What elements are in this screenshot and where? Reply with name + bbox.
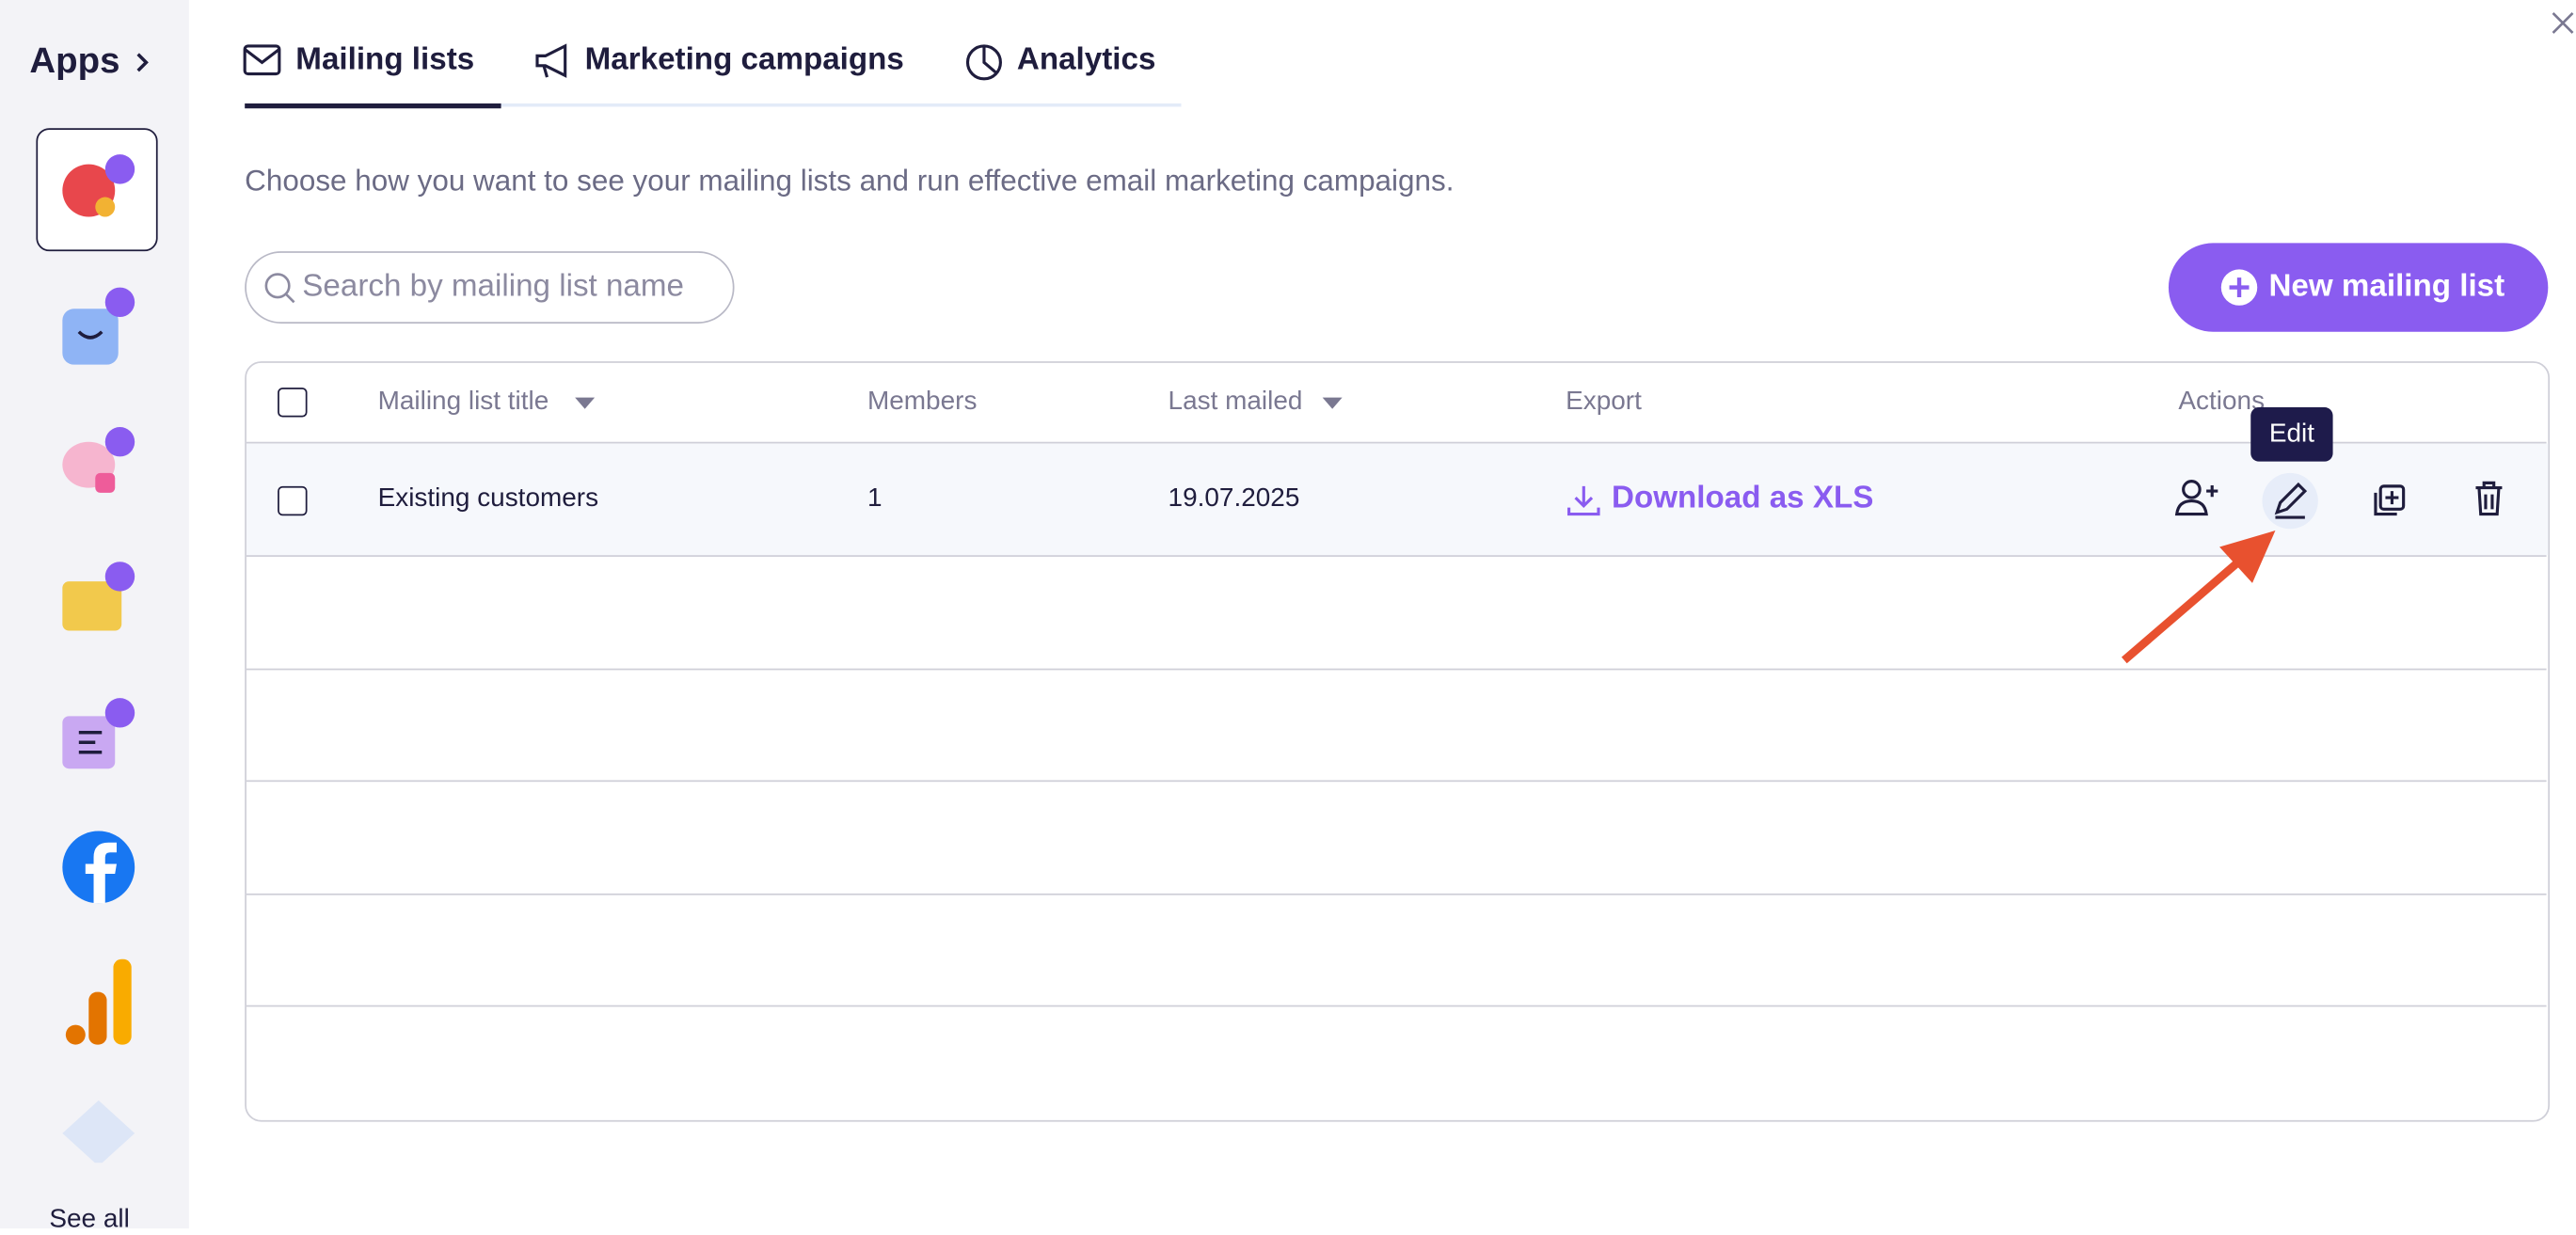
column-header: Actions — [2178, 388, 2266, 416]
row-divider — [246, 441, 2547, 444]
row-divider — [246, 1005, 2547, 1007]
search-input[interactable] — [245, 251, 735, 324]
tooltip-label: Edit — [2268, 420, 2314, 449]
active-tab-underline — [245, 103, 501, 109]
row-background — [246, 443, 2549, 556]
tab-bar-line — [501, 103, 1182, 107]
column-header: Export — [1566, 388, 1642, 416]
add-member-icon[interactable] — [2174, 480, 2218, 516]
column-header[interactable]: Mailing list title — [377, 388, 549, 416]
edit-hover — [2262, 472, 2318, 530]
list-title[interactable]: Existing customers — [377, 484, 599, 513]
sidebar: Apps See all — [0, 0, 189, 1233]
column-header: Members — [867, 388, 978, 416]
select-all-checkbox[interactable] — [278, 388, 308, 418]
megaphone-icon — [535, 43, 567, 78]
last-mailed: 19.07.2025 — [1168, 484, 1300, 513]
sort-icon[interactable] — [573, 394, 596, 410]
row-divider — [246, 555, 2547, 557]
tooltip — [2250, 407, 2333, 462]
edit-icon[interactable] — [2274, 482, 2308, 519]
sort-icon[interactable] — [1321, 394, 1344, 410]
row-divider — [246, 780, 2547, 783]
row-checkbox[interactable] — [278, 485, 308, 516]
duplicate-icon[interactable] — [2374, 484, 2406, 516]
search-placeholder: Search by mailing list name — [302, 269, 684, 305]
table — [245, 361, 2551, 1122]
app-icons — [62, 154, 135, 1164]
button-label: New mailing list — [2268, 269, 2505, 305]
mail-icon — [243, 44, 281, 76]
download-link[interactable]: Download as XLS — [1611, 481, 1874, 516]
description: Choose how you want to see your mailing … — [245, 164, 1455, 198]
column-header[interactable]: Last mailed — [1168, 388, 1303, 416]
members-count: 1 — [867, 484, 883, 513]
row-divider — [246, 668, 2547, 671]
download-icon[interactable] — [1566, 483, 1601, 518]
close-icon[interactable] — [2547, 7, 2576, 36]
annotation-arrow — [2121, 530, 2276, 664]
tab[interactable]: Marketing campaigns — [584, 42, 904, 78]
sidebar-title[interactable]: Apps — [29, 39, 120, 81]
delete-icon[interactable] — [2475, 481, 2503, 516]
plus-icon — [2220, 269, 2258, 306]
row-divider — [246, 893, 2547, 895]
tab[interactable]: Analytics — [1016, 42, 1156, 78]
action-icons — [2174, 472, 2503, 530]
search-icon — [264, 273, 295, 304]
see-all-link[interactable]: See all — [49, 1205, 130, 1234]
tab[interactable]: Mailing lists — [295, 42, 475, 78]
chevron-icon[interactable] — [132, 49, 154, 75]
analytics-icon — [965, 44, 1002, 81]
